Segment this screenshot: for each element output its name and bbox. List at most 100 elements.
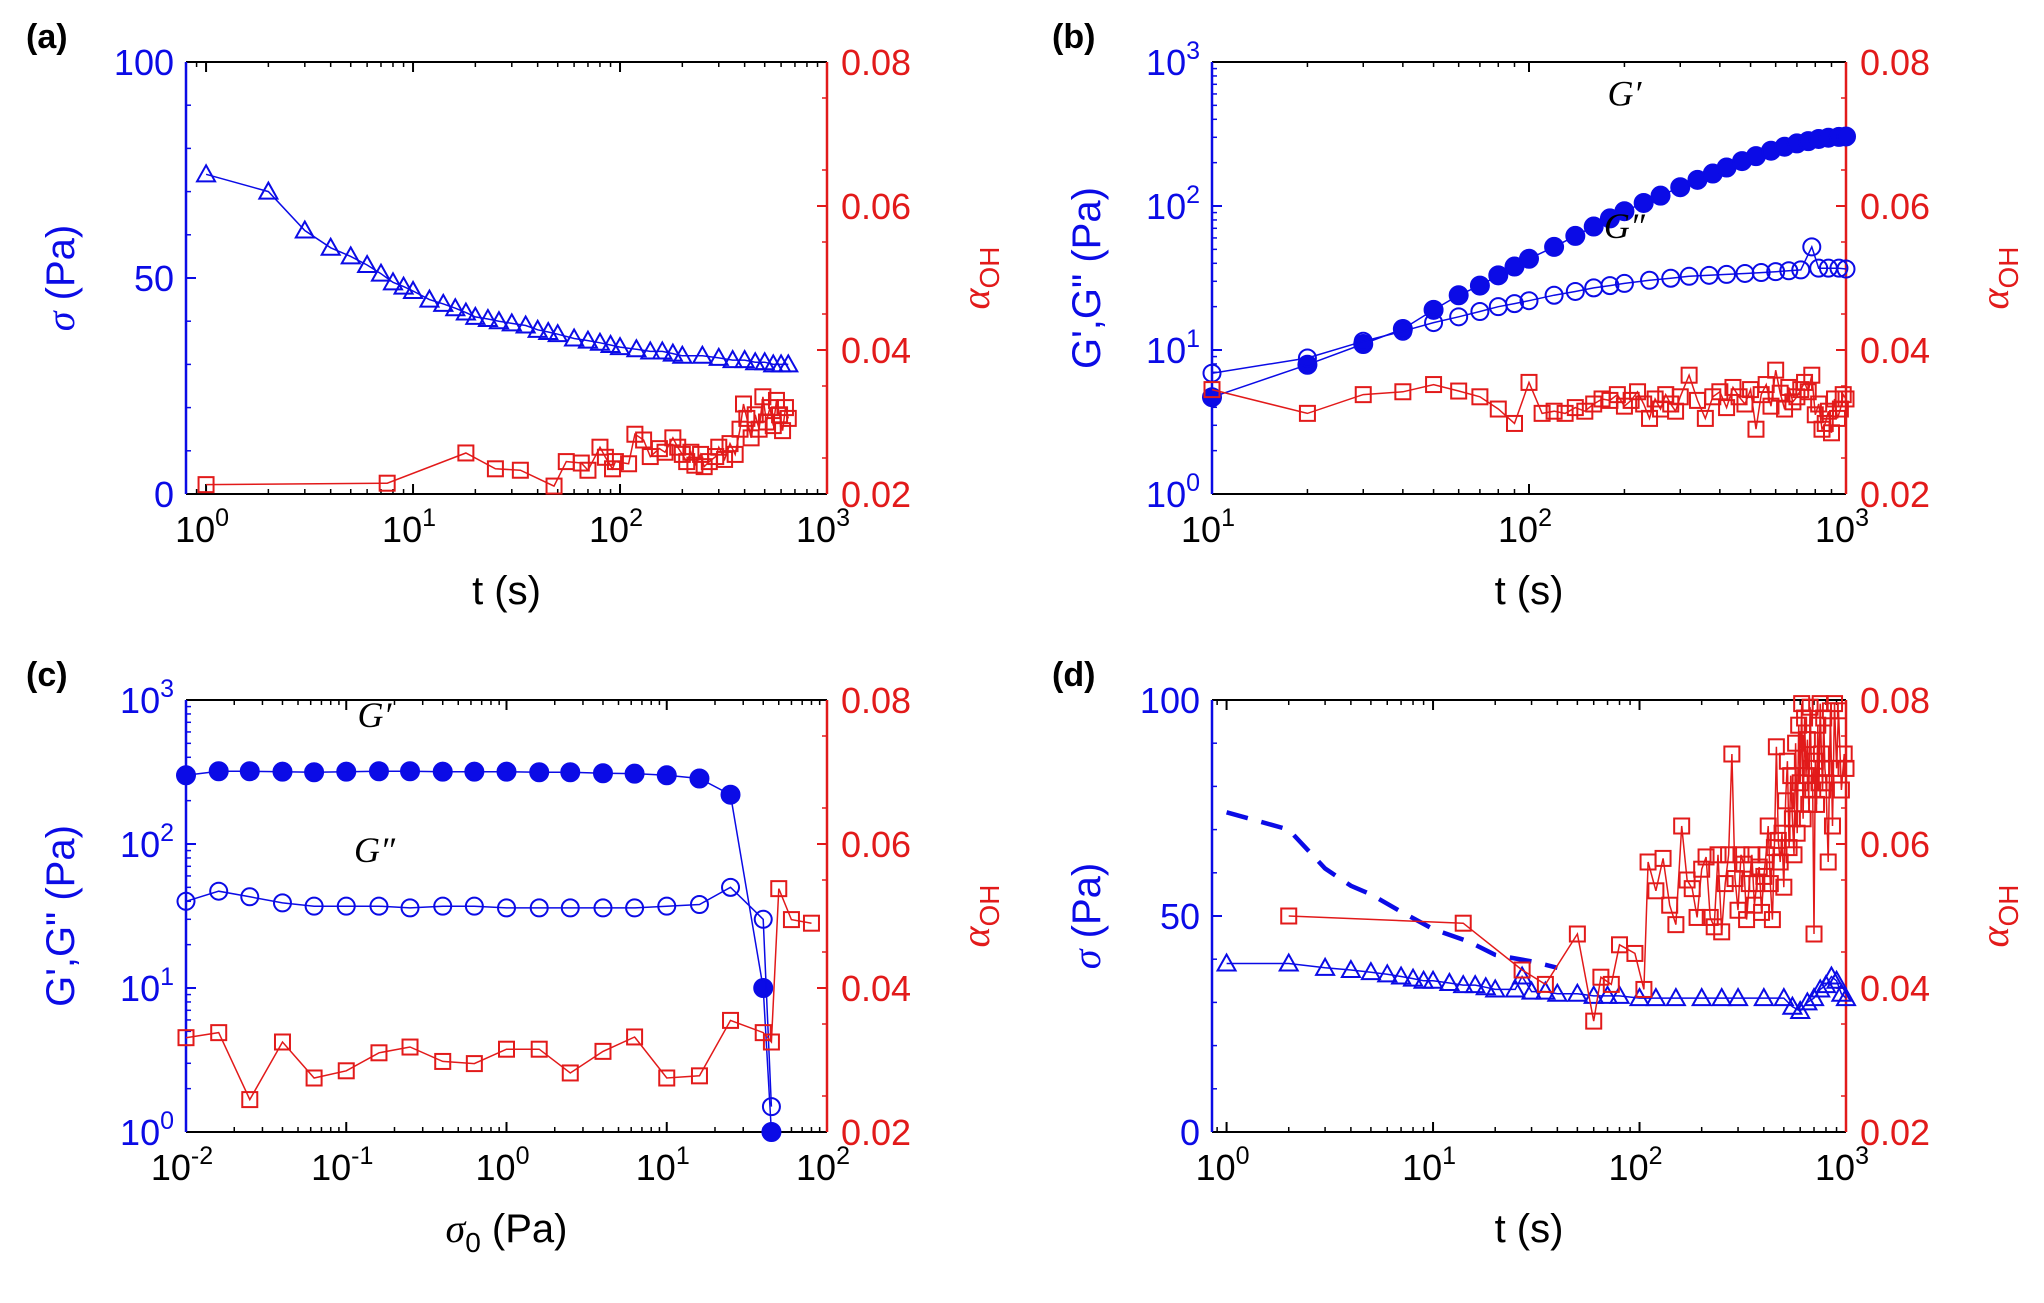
- data-point: [721, 349, 744, 369]
- y-left-axis-label: G',G" (Pa): [39, 825, 83, 1007]
- y-right-axis: 0.02 0.04 0.06 0.08 αOH: [817, 680, 1005, 1153]
- series-d-1: [1215, 952, 1857, 1020]
- y-right-label-subscript: OH: [1993, 885, 2024, 927]
- data-point: [1830, 702, 1848, 720]
- data-point: [1823, 817, 1841, 835]
- data-point: [1596, 984, 1619, 1004]
- y-left-label-unit: (Pa): [1065, 863, 1109, 950]
- data-point: [210, 1024, 228, 1042]
- data-point: [1629, 383, 1647, 401]
- data-point: [656, 765, 677, 786]
- y-left-tick-exponent: 3: [1186, 37, 1200, 65]
- x-tick-label: 10-1: [311, 1142, 373, 1188]
- data-point: [1520, 980, 1543, 1000]
- y-right-tick-label: 0.08: [1860, 42, 1930, 83]
- data-point: [721, 435, 739, 453]
- series-a-1: [197, 388, 797, 495]
- data-point: [1802, 237, 1822, 257]
- data-point: [625, 898, 645, 918]
- y-right-label-symbol: α: [1972, 288, 2017, 310]
- x-tick-label: 101: [636, 1142, 690, 1188]
- data-point: [1678, 871, 1696, 889]
- data-point: [1471, 388, 1489, 406]
- data-point: [1825, 969, 1848, 989]
- data-point: [1215, 952, 1238, 972]
- data-point: [514, 314, 537, 334]
- data-point: [563, 327, 585, 347]
- data-point: [1837, 390, 1855, 408]
- data-point: [1819, 853, 1837, 871]
- data-point: [273, 1033, 291, 1051]
- data-point: [1835, 987, 1857, 1007]
- y-right-tick-label: 0.06: [841, 186, 911, 227]
- data-point: [1836, 259, 1856, 279]
- data-point: [776, 399, 794, 417]
- data-point: [1781, 995, 1804, 1015]
- data-point: [239, 761, 260, 782]
- data-point: [1837, 759, 1855, 777]
- x-tick-exponent: 0: [516, 1142, 530, 1170]
- data-point: [272, 893, 292, 913]
- x-tick-label: 100: [175, 504, 229, 550]
- data-point: [689, 768, 710, 789]
- x-tick-base: 10: [1609, 1147, 1649, 1188]
- data-point: [609, 336, 631, 356]
- data-point: [1716, 875, 1734, 893]
- x-tick-label: 102: [796, 1142, 850, 1188]
- data-point: [1647, 882, 1665, 900]
- x-tick-exponent: 1: [676, 1142, 690, 1170]
- data-point: [304, 762, 325, 783]
- data-point: [1449, 307, 1469, 327]
- y-left-tick-label: 0: [1180, 1112, 1200, 1153]
- data-point: [511, 461, 529, 479]
- data-point: [1767, 738, 1785, 756]
- data-point: [418, 288, 441, 308]
- series-annotation: G′: [358, 695, 393, 735]
- data-point: [208, 761, 229, 782]
- data-point: [526, 318, 549, 338]
- data-point: [177, 1029, 195, 1047]
- data-point: [1425, 376, 1443, 394]
- data-point: [1665, 987, 1687, 1007]
- data-point: [392, 275, 415, 295]
- data-point: [356, 254, 378, 274]
- data-point: [294, 219, 316, 239]
- y-left-tick-base: 10: [120, 680, 160, 721]
- data-point: [1505, 414, 1523, 432]
- y-right-axis-label: αOH: [953, 247, 1005, 310]
- data-point: [639, 340, 661, 360]
- data-point: [1724, 378, 1742, 396]
- data-point: [1757, 376, 1775, 394]
- data-point: [657, 896, 677, 916]
- y-right-label-symbol: α: [1972, 926, 2017, 948]
- x-tick-base: 10: [175, 509, 215, 550]
- panel-label: (a): [26, 18, 68, 56]
- data-point: [1393, 321, 1413, 341]
- x-axis: 101 102 103: [1181, 62, 1869, 550]
- data-point: [1390, 965, 1412, 985]
- y-left-axis: 0 50 100 σ (Pa): [1064, 680, 1222, 1153]
- data-point: [1761, 875, 1779, 893]
- x-tick-base: 10: [589, 509, 629, 550]
- data-point: [1679, 266, 1699, 286]
- data-point: [625, 338, 648, 358]
- series-a-0: [195, 163, 799, 373]
- series-line: [185, 886, 773, 1107]
- y-left-tick-base: 10: [120, 1112, 160, 1153]
- x-tick-base: 10: [1815, 509, 1855, 550]
- data-point: [1424, 313, 1444, 333]
- data-point: [1787, 734, 1805, 752]
- data-point: [626, 425, 644, 443]
- x-tick-exponent: 2: [836, 1142, 850, 1170]
- data-point: [1683, 880, 1701, 898]
- data-point: [477, 308, 499, 328]
- data-point: [195, 163, 217, 183]
- data-point: [1809, 258, 1829, 278]
- data-point: [695, 458, 713, 476]
- data-point: [488, 310, 510, 330]
- data-point: [1488, 265, 1509, 286]
- data-point: [529, 762, 550, 783]
- data-point: [1469, 275, 1490, 296]
- y-right-tick-label: 0.08: [841, 680, 911, 721]
- data-point: [1753, 987, 1775, 1007]
